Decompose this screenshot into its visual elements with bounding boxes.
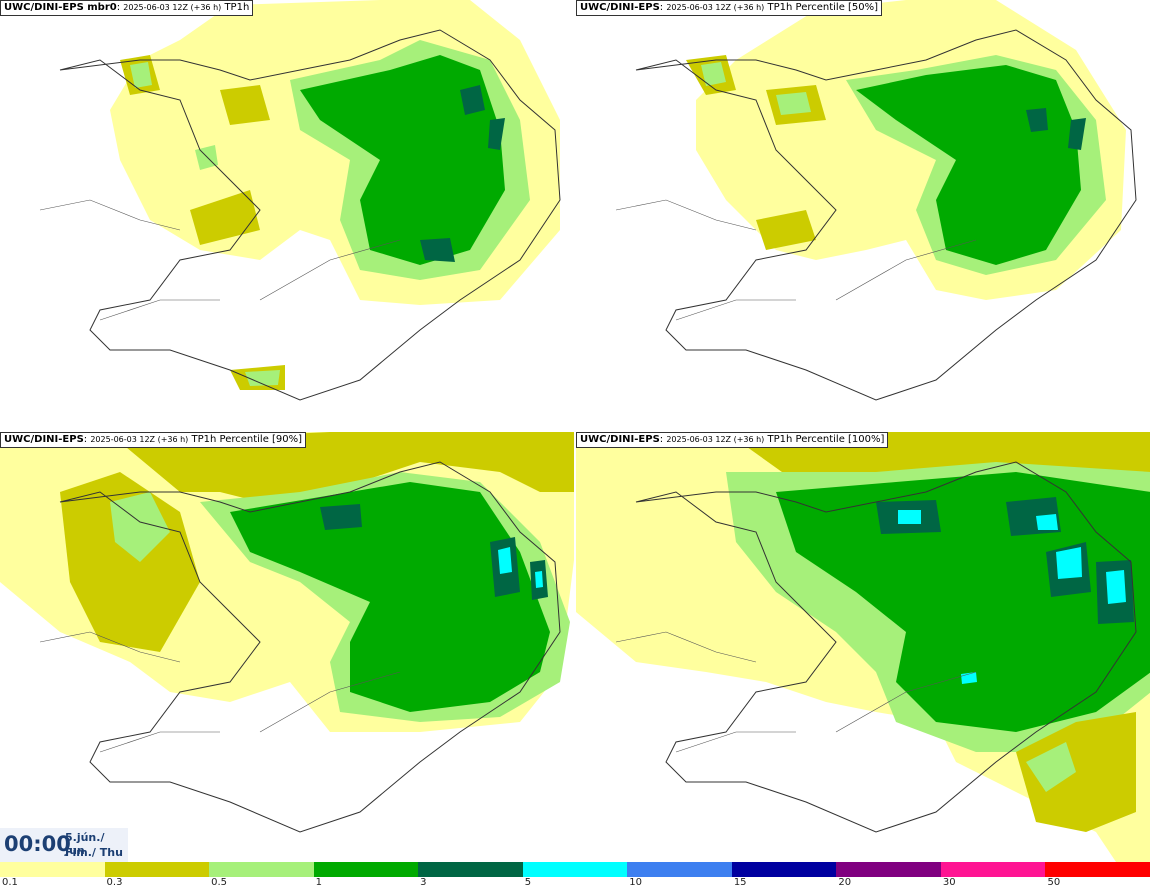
run-info: 2025-06-03 12Z (+36 h) — [666, 3, 765, 12]
legend-swatch — [209, 862, 314, 877]
run-info: 2025-06-03 12Z (+36 h) — [90, 435, 189, 444]
legend-label: 0.5 — [211, 877, 227, 888]
panel-divider — [0, 430, 1150, 432]
field-name: TP1h — [224, 2, 250, 13]
legend-label: 1 — [315, 877, 322, 888]
map-panel-p50: UWC/DINI-EPS: 2025-06-03 12Z (+36 h) TP1… — [576, 0, 1150, 430]
precip-map — [576, 432, 1150, 862]
valid-date: 5.jún./ Jun — [65, 831, 105, 857]
legend-color-bar — [0, 862, 1150, 877]
legend-label: 0.3 — [106, 877, 123, 888]
field-name: TP1h Percentile [90%] — [191, 434, 303, 445]
legend-swatch — [418, 862, 523, 877]
field-name: TP1h Percentile [100%] — [767, 434, 885, 445]
legend-label: 15 — [733, 877, 747, 888]
legend-swatch — [1045, 862, 1150, 877]
legend-label: 3 — [420, 877, 427, 888]
map-panel-mbr0: UWC/DINI-EPS mbr0: 2025-06-03 12Z (+36 h… — [0, 0, 575, 430]
legend-swatch — [836, 862, 941, 877]
map-panel-p100: UWC/DINI-EPS: 2025-06-03 12Z (+36 h) TP1… — [576, 432, 1150, 862]
model-name: UWC/DINI-EPS — [580, 2, 660, 13]
legend-label: 30 — [942, 877, 956, 888]
panel-title: UWC/DINI-EPS: 2025-06-03 12Z (+36 h) TP1… — [576, 0, 883, 16]
run-info: 2025-06-03 12Z (+36 h) — [123, 3, 222, 12]
legend-swatch — [627, 862, 732, 877]
model-name: UWC/DINI-EPS — [580, 434, 660, 445]
valid-time: 00:00 — [4, 832, 71, 856]
panel-title: UWC/DINI-EPS: 2025-06-03 12Z (+36 h) TP1… — [576, 432, 889, 448]
valid-day: Fim./ Thu — [65, 846, 123, 859]
precip-map — [0, 432, 575, 862]
legend-swatch — [522, 862, 628, 877]
legend-swatch — [940, 862, 1046, 877]
legend-label: 10 — [629, 877, 642, 888]
legend-label: 50 — [1047, 877, 1061, 888]
model-name: UWC/DINI-EPS — [4, 434, 84, 445]
run-info: 2025-06-03 12Z (+36 h) — [666, 435, 765, 444]
model-name: UWC/DINI-EPS mbr0 — [4, 2, 117, 13]
valid-time-box: 00:00 5.jún./ Jun Fim./ Thu — [0, 828, 128, 862]
panel-title: UWC/DINI-EPS mbr0: 2025-06-03 12Z (+36 h… — [0, 0, 254, 16]
map-panel-p90: UWC/DINI-EPS: 2025-06-03 12Z (+36 h) TP1… — [0, 432, 575, 862]
legend-swatch — [313, 862, 419, 877]
panel-title: UWC/DINI-EPS: 2025-06-03 12Z (+36 h) TP1… — [0, 432, 307, 448]
legend-swatch — [0, 862, 105, 877]
precip-map — [615, 0, 1137, 401]
precip-map — [39, 0, 561, 401]
legend-swatch — [731, 862, 837, 877]
legend-swatch — [104, 862, 210, 877]
field-name: TP1h Percentile [50%] — [767, 2, 879, 13]
color-legend: 0.1 0.3 0.5 1 3 5 10 15 20 30 50 — [0, 862, 1150, 891]
legend-label: 0.1 — [2, 877, 18, 888]
legend-label: 20 — [838, 877, 852, 888]
legend-label: 5 — [524, 877, 532, 888]
